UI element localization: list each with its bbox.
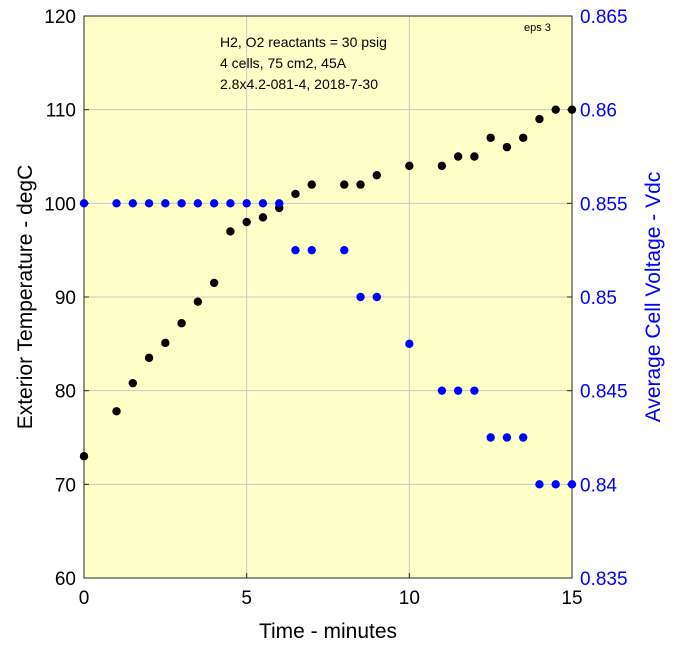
- temperature-point: [470, 152, 479, 161]
- temperature-point: [519, 133, 528, 142]
- x-axis-label: Time - minutes: [259, 620, 397, 643]
- voltage-point: [128, 199, 137, 208]
- voltage-point: [453, 386, 463, 395]
- y-axis-label-left: Exterior Temperature - degC: [14, 165, 37, 430]
- voltage-point: [193, 199, 203, 208]
- voltage-point: [405, 339, 414, 349]
- temperature-point: [486, 133, 495, 142]
- temperature-point: [79, 452, 89, 461]
- y-left-tick-label: 120: [44, 7, 76, 28]
- temperature-point: [307, 180, 316, 189]
- y-right-tick-label: 0.85: [580, 288, 617, 309]
- temperature-point: [242, 217, 251, 227]
- temperature-point: [128, 378, 137, 388]
- voltage-point: [275, 199, 284, 208]
- annotation-line-3: 2.8x4.2-081-4, 2018-7-30: [220, 76, 378, 92]
- corner-tag: eps 3: [524, 22, 551, 34]
- temperature-point: [177, 319, 186, 328]
- y-right-tick-label: 0.84: [580, 475, 617, 496]
- y-left-tick-label: 110: [46, 101, 76, 122]
- annotation-line-2: 4 cells, 75 cm2, 45A: [220, 55, 347, 71]
- voltage-point: [258, 199, 268, 208]
- y-axis-label-right: Average Cell Voltage - Vdc: [642, 172, 665, 423]
- temperature-point: [372, 171, 381, 180]
- voltage-point: [519, 433, 528, 442]
- x-tick-label: 15: [561, 588, 582, 609]
- y-right-tick-label: 0.865: [580, 7, 628, 28]
- y-left-tick-label: 100: [44, 194, 76, 215]
- voltage-point: [486, 433, 495, 442]
- x-tick-label: 5: [241, 588, 252, 609]
- y-right-tick-label: 0.855: [580, 194, 628, 215]
- voltage-point: [340, 245, 349, 255]
- y-left-tick-label: 70: [55, 475, 76, 496]
- voltage-point: [567, 480, 577, 489]
- voltage-point: [112, 199, 121, 208]
- temperature-point: [226, 227, 235, 236]
- voltage-point: [535, 480, 544, 489]
- annotation-line-1: H2, O2 reactants = 30 psig: [220, 34, 387, 50]
- ticks: 0 5 10 15 60 70 80 90 100 110 120 0.835 0.84 0.845 0.8…: [44, 7, 627, 609]
- temperature-point: [551, 105, 560, 114]
- right-series: [79, 199, 577, 489]
- voltage-point: [291, 245, 300, 255]
- y-left-tick-label: 60: [55, 569, 76, 590]
- voltage-point: [470, 386, 479, 395]
- voltage-point: [226, 199, 235, 208]
- voltage-point: [551, 480, 560, 489]
- temperature-point: [405, 161, 414, 171]
- temperature-point: [144, 353, 154, 363]
- y-right-tick-label: 0.86: [580, 101, 617, 122]
- temperature-point: [258, 213, 268, 222]
- voltage-point: [437, 386, 447, 395]
- temperature-point: [340, 180, 349, 189]
- temperature-point: [502, 142, 512, 152]
- voltage-point: [502, 433, 512, 442]
- voltage-point: [372, 292, 381, 302]
- left-series: [79, 105, 577, 461]
- temperature-point: [291, 189, 300, 199]
- voltage-point: [161, 199, 170, 208]
- temperature-point: [112, 407, 121, 416]
- temperature-point: [161, 338, 170, 348]
- voltage-point: [356, 292, 365, 302]
- y-right-tick-label: 0.835: [580, 569, 628, 590]
- voltage-point: [177, 199, 186, 208]
- voltage-point: [79, 199, 89, 208]
- y-right-tick-label: 0.845: [580, 382, 628, 403]
- temperature-point: [535, 114, 544, 124]
- temperature-point: [567, 105, 577, 114]
- x-tick-label: 0: [79, 588, 90, 609]
- x-tick-label: 10: [399, 588, 420, 609]
- voltage-point: [144, 199, 154, 208]
- voltage-point: [209, 199, 219, 208]
- y-left-tick-label: 80: [55, 382, 76, 403]
- voltage-point: [307, 245, 316, 255]
- y-left-tick-label: 90: [55, 288, 76, 309]
- temperature-point: [437, 161, 447, 171]
- temperature-point: [209, 278, 219, 288]
- temperature-point: [453, 152, 463, 161]
- temperature-point: [356, 180, 365, 189]
- temperature-point: [193, 297, 203, 306]
- voltage-point: [242, 199, 251, 208]
